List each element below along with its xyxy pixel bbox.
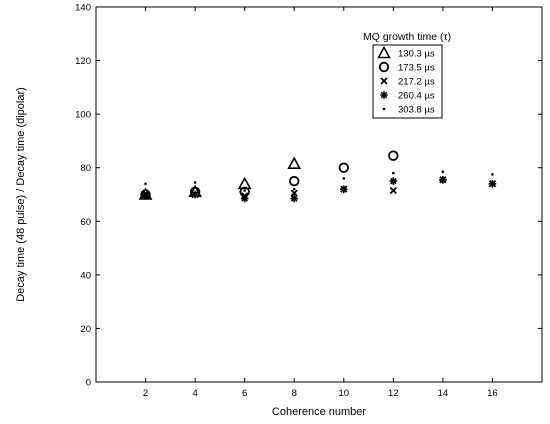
plot-frame — [95, 6, 543, 383]
data-point-asterisk — [290, 194, 299, 203]
data-point-dot — [441, 170, 445, 174]
x-axis-label: Coherence number — [272, 406, 367, 418]
marks-layer — [138, 150, 497, 203]
data-point-asterisk — [488, 179, 497, 188]
y-axis-label: Decay time (48 pulse) / Decay time (dipo… — [15, 87, 27, 302]
data-point-dot — [392, 171, 395, 175]
data-point-asterisk — [389, 177, 398, 185]
legend-marker-triangle — [377, 45, 391, 59]
y-tick-label: 60 — [80, 217, 91, 228]
legend-label: 130.3 µs — [398, 49, 435, 60]
x-tick-label: 6 — [242, 388, 247, 399]
x-tick-label: 4 — [192, 388, 197, 399]
data-point-dot — [243, 189, 246, 192]
data-point-dot — [193, 181, 197, 184]
legend-marker-circle — [378, 61, 390, 73]
data-point-asterisk — [439, 175, 447, 184]
data-point-dot — [342, 177, 346, 180]
data-point-circle — [338, 162, 349, 173]
legend-marker-asterisk — [380, 91, 388, 99]
data-point-dot — [491, 173, 494, 176]
legend-marker-dot — [382, 107, 386, 111]
data-point-x — [290, 189, 298, 197]
data-point-asterisk — [339, 185, 348, 193]
y-tick-label: 0 — [86, 378, 91, 389]
legend: MQ growth time (τ) 130.3 µs 173.5 µs 217.2… — [363, 31, 451, 119]
legend-label: 303.8 µs — [398, 105, 435, 116]
y-tick-label: 40 — [80, 270, 91, 281]
data-point-circle — [388, 150, 399, 161]
data-point-x — [389, 186, 397, 195]
x-tick-label: 2 — [143, 388, 148, 399]
legend-title: MQ growth time (τ) — [363, 31, 451, 43]
legend-label: 173.5 µs — [398, 63, 435, 74]
y-tick-label: 140 — [75, 3, 91, 14]
legend-marker-x — [380, 77, 388, 85]
ticks-layer: 2 4 6 8 10 12 14 16 0 20 40 60 80 100 120 140 — [75, 3, 542, 399]
x-tick-label: 12 — [388, 388, 399, 399]
y-tick-label: 100 — [75, 110, 91, 121]
data-point-asterisk — [240, 194, 249, 203]
x-tick-label: 10 — [338, 388, 349, 399]
y-tick-label: 20 — [80, 324, 91, 335]
data-point-dot — [292, 187, 296, 191]
data-point-dot — [144, 182, 147, 186]
y-tick-label: 120 — [75, 56, 91, 67]
y-tick-label: 80 — [80, 163, 91, 174]
x-tick-label: 16 — [487, 388, 498, 399]
x-tick-label: 14 — [438, 388, 449, 399]
legend-label: 260.4 µs — [398, 91, 435, 102]
data-point-asterisk — [141, 192, 150, 200]
data-point-triangle — [287, 156, 302, 169]
x-tick-label: 8 — [292, 388, 297, 399]
legend-label: 217.2 µs — [398, 77, 435, 88]
data-point-circle — [289, 175, 300, 187]
legend-items: 130.3 µs 173.5 µs 217.2 µs 260.4 µs 303.8 µs — [377, 45, 435, 116]
data-point-asterisk — [191, 190, 199, 199]
